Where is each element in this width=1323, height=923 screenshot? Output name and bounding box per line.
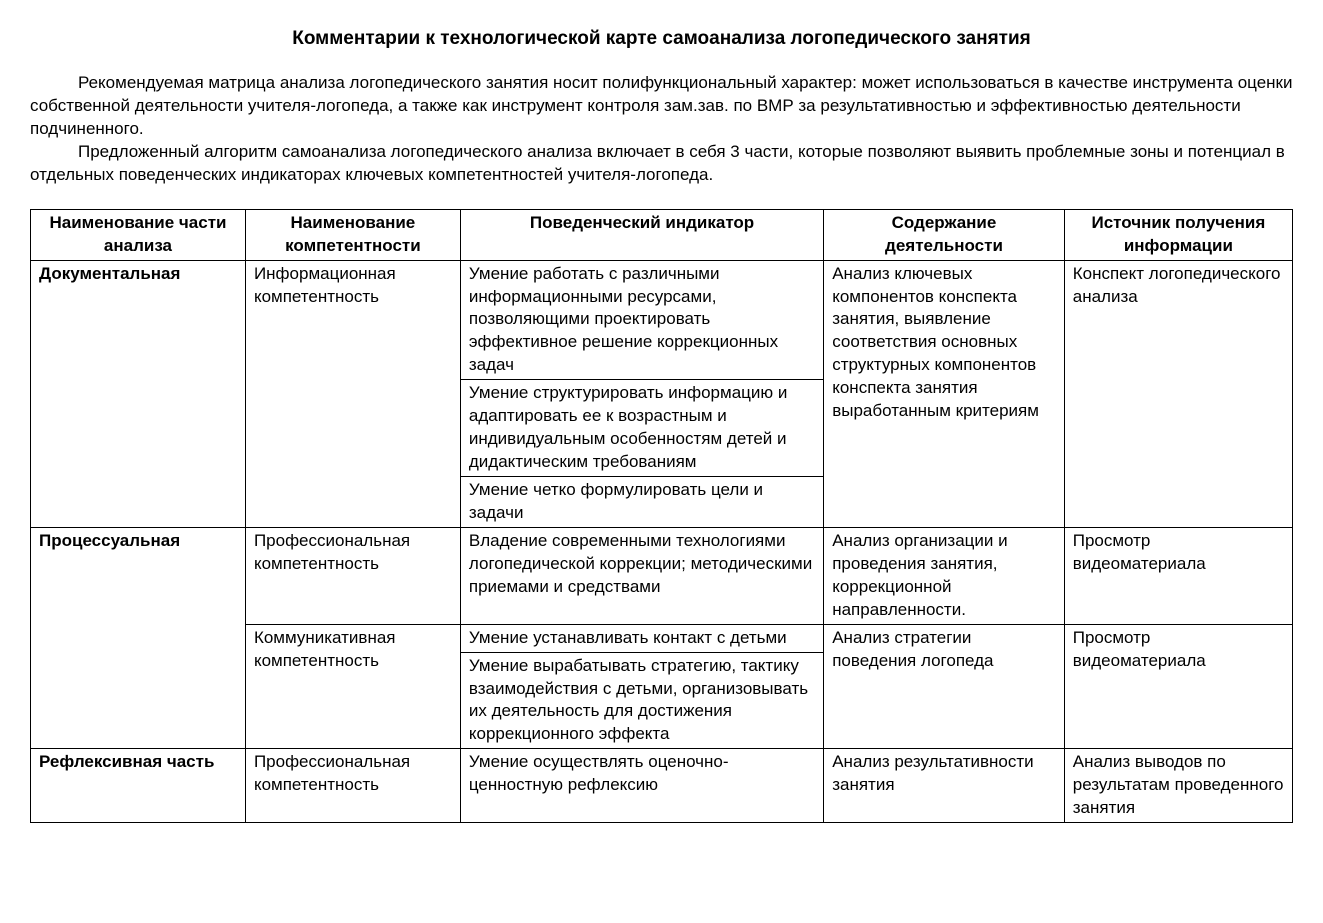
cell-content: Анализ организации и проведения занятия,…	[824, 527, 1065, 624]
table-row: Документальная Информационная компетентн…	[31, 260, 1293, 380]
cell-part: Документальная	[31, 260, 246, 527]
document-page: Комментарии к технологической карте само…	[0, 0, 1323, 863]
analysis-matrix-table: Наименование части анализа Наименование …	[30, 209, 1293, 823]
col-header-content: Содержание деятельности	[824, 209, 1065, 260]
cell-indicator: Умение структурировать информацию и адап…	[460, 380, 823, 477]
cell-source: Просмотр видеоматериала	[1064, 527, 1292, 624]
table-row: Рефлексивная часть Профессиональная комп…	[31, 749, 1293, 823]
cell-part: Процессуальная	[31, 527, 246, 748]
col-header-part: Наименование части анализа	[31, 209, 246, 260]
page-title: Комментарии к технологической карте само…	[30, 28, 1293, 50]
col-header-indicator: Поведенческий индикатор	[460, 209, 823, 260]
cell-competence: Коммуникативная компетентность	[245, 624, 460, 749]
col-header-competence: Наименование компетентности	[245, 209, 460, 260]
cell-competence: Информационная компетентность	[245, 260, 460, 527]
table-header-row: Наименование части анализа Наименование …	[31, 209, 1293, 260]
cell-source: Конспект логопедического анализа	[1064, 260, 1292, 527]
cell-indicator: Умение четко формулировать цели и задачи	[460, 477, 823, 528]
cell-indicator: Умение работать с различными информацион…	[460, 260, 823, 380]
intro-paragraph: Предложенный алгоритм самоанализа логопе…	[30, 141, 1293, 187]
cell-indicator: Умение вырабатывать стратегию, тактику в…	[460, 652, 823, 749]
cell-indicator: Владение современными технологиями логоп…	[460, 527, 823, 624]
intro-paragraph: Рекомендуемая матрица анализа логопедиче…	[30, 72, 1293, 141]
table-row: Процессуальная Профессиональная компетен…	[31, 527, 1293, 624]
cell-content: Анализ ключевых компонентов конспекта за…	[824, 260, 1065, 527]
cell-content: Анализ стратегии поведения логопеда	[824, 624, 1065, 749]
cell-source: Просмотр видеоматериала	[1064, 624, 1292, 749]
cell-part: Рефлексивная часть	[31, 749, 246, 823]
col-header-source: Источник получения информации	[1064, 209, 1292, 260]
intro-paragraphs: Рекомендуемая матрица анализа логопедиче…	[30, 72, 1293, 187]
cell-indicator: Умение устанавливать контакт с детьми	[460, 624, 823, 652]
cell-indicator: Умение осуществлять оценочно-ценностную …	[460, 749, 823, 823]
cell-source: Анализ выводов по результатам проведенно…	[1064, 749, 1292, 823]
cell-competence: Профессиональная компетентность	[245, 749, 460, 823]
cell-competence: Профессиональная компетентность	[245, 527, 460, 624]
cell-content: Анализ результативности занятия	[824, 749, 1065, 823]
